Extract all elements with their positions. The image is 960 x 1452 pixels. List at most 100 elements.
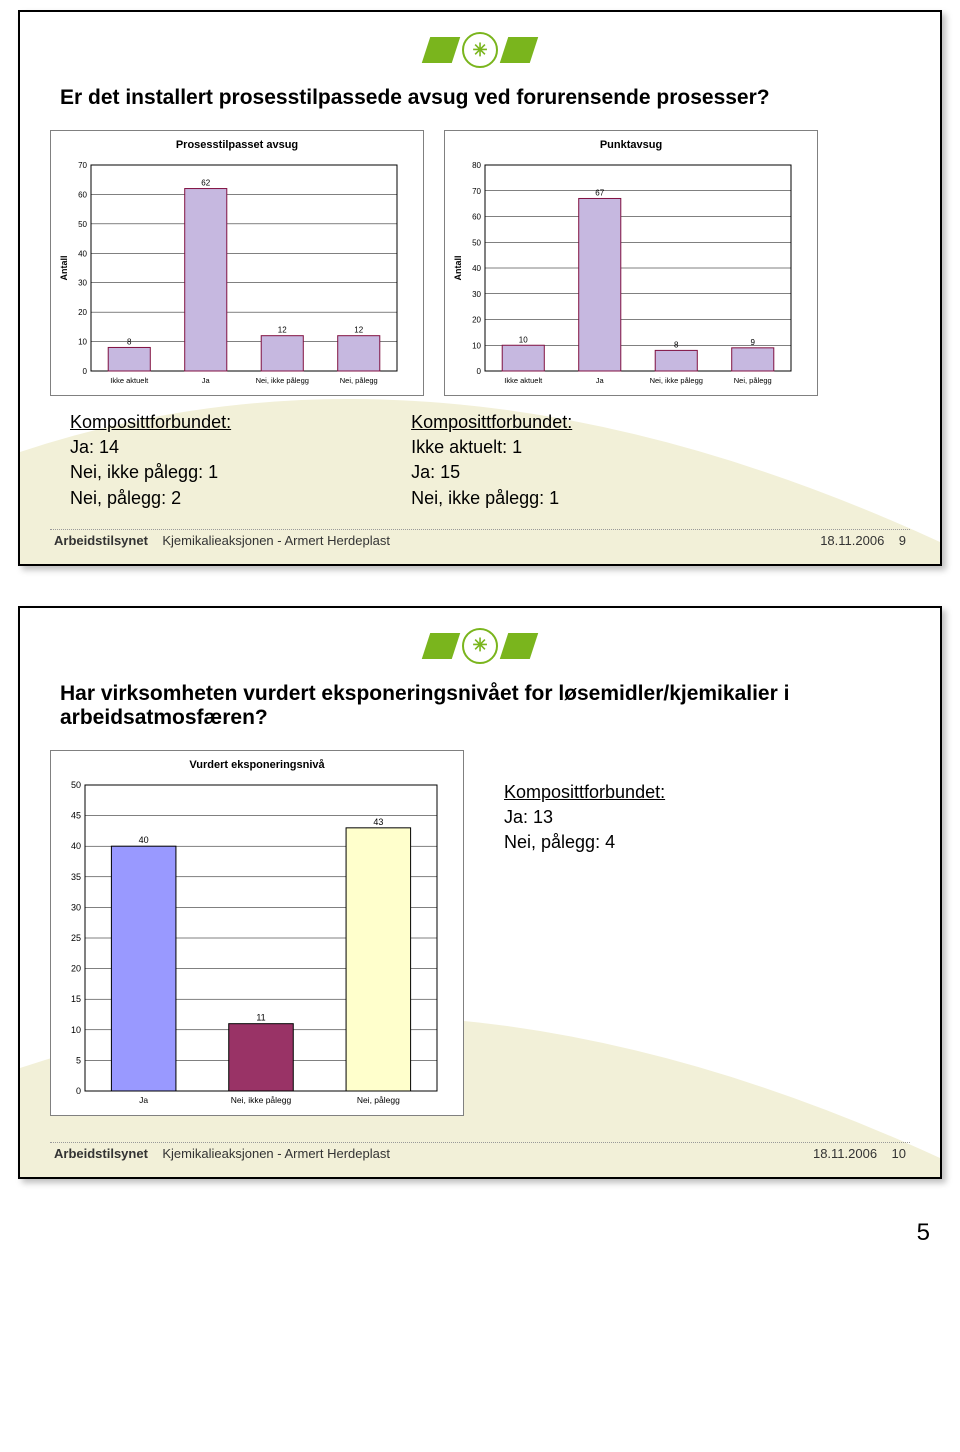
svg-text:8: 8 bbox=[674, 340, 679, 349]
legend-block-1: Komposittforbundet: Ja: 14 Nei, ikke pål… bbox=[70, 410, 231, 511]
svg-text:30: 30 bbox=[472, 290, 481, 299]
svg-text:20: 20 bbox=[472, 316, 481, 325]
chart-vurdert: Vurdert eksponeringsnivå 0 5 10 15 20 25 30 35 4… bbox=[50, 750, 464, 1116]
svg-text:0: 0 bbox=[83, 367, 88, 376]
svg-text:25: 25 bbox=[71, 933, 81, 943]
legend-heading: Komposittforbundet: bbox=[411, 412, 572, 432]
svg-text:Ikke aktuelt: Ikke aktuelt bbox=[110, 376, 149, 385]
svg-text:20: 20 bbox=[78, 308, 87, 317]
svg-text:40: 40 bbox=[472, 264, 481, 273]
footer-divider bbox=[50, 1142, 910, 1143]
slide-title: Har virksomheten vurdert eksponeringsniv… bbox=[60, 682, 910, 730]
chart-title: Vurdert eksponeringsnivå bbox=[57, 759, 457, 771]
svg-text:40: 40 bbox=[78, 249, 87, 258]
svg-text:Nei, pålegg: Nei, pålegg bbox=[340, 376, 378, 385]
svg-text:62: 62 bbox=[201, 179, 210, 188]
logo-circle-icon: ✳ bbox=[462, 628, 498, 664]
footer-divider bbox=[50, 529, 910, 530]
slide-footer: Arbeidstilsynet Kjemikalieaksjonen - Arm… bbox=[50, 533, 910, 554]
logo-bar: ✳ bbox=[50, 628, 910, 664]
svg-text:5: 5 bbox=[76, 1055, 81, 1065]
legend-heading: Komposittforbundet: bbox=[504, 782, 665, 802]
svg-text:Ikke aktuelt: Ikke aktuelt bbox=[504, 376, 543, 385]
svg-text:10: 10 bbox=[78, 338, 87, 347]
footer-slide-num: 9 bbox=[899, 533, 906, 548]
svg-text:Nei, pålegg: Nei, pålegg bbox=[357, 1095, 400, 1105]
legend-line: Ja: 14 bbox=[70, 437, 119, 457]
svg-text:70: 70 bbox=[472, 187, 481, 196]
footer-label: Arbeidstilsynet bbox=[54, 533, 148, 548]
svg-text:15: 15 bbox=[71, 994, 81, 1004]
svg-text:60: 60 bbox=[78, 190, 87, 199]
svg-text:Ja: Ja bbox=[596, 376, 605, 385]
svg-text:40: 40 bbox=[71, 841, 81, 851]
svg-text:12: 12 bbox=[278, 326, 287, 335]
footer-slide-num: 10 bbox=[892, 1146, 906, 1161]
chart-prosesstilpasset: Prosesstilpasset avsug 0 10 20 30 40 50 60 70 An… bbox=[50, 130, 424, 396]
legend-line: Nei, pålegg: 2 bbox=[70, 488, 181, 508]
svg-text:50: 50 bbox=[472, 238, 481, 247]
logo-circle-icon: ✳ bbox=[462, 32, 498, 68]
footer-label: Arbeidstilsynet bbox=[54, 1146, 148, 1161]
legend-line: Nei, pålegg: 4 bbox=[504, 832, 615, 852]
chart-title: Punktavsug bbox=[451, 139, 811, 151]
svg-text:0: 0 bbox=[477, 367, 482, 376]
svg-text:Ja: Ja bbox=[139, 1095, 148, 1105]
svg-text:12: 12 bbox=[354, 326, 363, 335]
footer-text: Kjemikalieaksjonen - Armert Herdeplast bbox=[162, 1146, 390, 1161]
logo-right-para bbox=[500, 37, 538, 63]
svg-text:Ja: Ja bbox=[202, 376, 211, 385]
svg-text:10: 10 bbox=[472, 341, 481, 350]
footer-text: Kjemikalieaksjonen - Armert Herdeplast bbox=[162, 533, 390, 548]
chart-svg: 0 5 10 15 20 25 30 35 40 45 50 40 Ja 11 Nei, ikke påle… bbox=[57, 779, 445, 1109]
svg-text:67: 67 bbox=[595, 188, 604, 197]
footer-date: 18.11.2006 bbox=[813, 1146, 877, 1161]
svg-text:50: 50 bbox=[78, 220, 87, 229]
svg-text:Antall: Antall bbox=[59, 255, 69, 280]
svg-text:30: 30 bbox=[78, 279, 87, 288]
svg-text:10: 10 bbox=[71, 1025, 81, 1035]
legend-line: Ja: 13 bbox=[504, 807, 553, 827]
svg-text:8: 8 bbox=[127, 337, 132, 346]
slide-title: Er det installert prosesstilpassede avsu… bbox=[60, 86, 910, 110]
legend-line: Nei, ikke pålegg: 1 bbox=[411, 488, 559, 508]
svg-text:43: 43 bbox=[373, 817, 383, 827]
chart-svg: 0 10 20 30 40 50 60 70 Antall 8 Ikke aktuelt 62 Ja 12… bbox=[57, 159, 405, 389]
legend-block-2: Komposittforbundet: Ikke aktuelt: 1 Ja: … bbox=[411, 410, 572, 511]
logo-right-para bbox=[500, 633, 538, 659]
slide-1: ✳ Er det installert prosesstilpassede av… bbox=[18, 10, 942, 566]
svg-text:35: 35 bbox=[71, 872, 81, 882]
svg-text:Nei, pålegg: Nei, pålegg bbox=[734, 376, 772, 385]
svg-text:45: 45 bbox=[71, 810, 81, 820]
legend-line: Ikke aktuelt: 1 bbox=[411, 437, 522, 457]
legend-line: Nei, ikke pålegg: 1 bbox=[70, 462, 218, 482]
svg-text:40: 40 bbox=[139, 835, 149, 845]
svg-text:0: 0 bbox=[76, 1086, 81, 1096]
chart-svg: 0 10 20 30 40 50 60 70 80 Antall 10 Ikke aktuelt 67 J… bbox=[451, 159, 799, 389]
svg-text:11: 11 bbox=[256, 1012, 265, 1022]
slide-2: ✳ Har virksomheten vurdert eksponeringsn… bbox=[18, 606, 942, 1179]
svg-text:30: 30 bbox=[71, 902, 81, 912]
svg-text:50: 50 bbox=[71, 780, 81, 790]
svg-text:Antall: Antall bbox=[453, 255, 463, 280]
svg-text:Nei, ikke pålegg: Nei, ikke pålegg bbox=[650, 376, 703, 385]
legend-block-3: Komposittforbundet: Ja: 13 Nei, pålegg: … bbox=[504, 780, 665, 1116]
svg-text:60: 60 bbox=[472, 213, 481, 222]
svg-text:10: 10 bbox=[519, 335, 528, 344]
page-number: 5 bbox=[0, 1219, 960, 1257]
svg-text:20: 20 bbox=[71, 963, 81, 973]
footer-date: 18.11.2006 bbox=[820, 533, 884, 548]
slide-footer: Arbeidstilsynet Kjemikalieaksjonen - Arm… bbox=[50, 1146, 910, 1167]
logo-left-para bbox=[422, 37, 460, 63]
legend-heading: Komposittforbundet: bbox=[70, 412, 231, 432]
chart-punktavsug: Punktavsug 0 10 20 30 40 50 60 70 80 Antall 10 Ikke… bbox=[444, 130, 818, 396]
svg-text:Nei, ikke pålegg: Nei, ikke pålegg bbox=[231, 1095, 292, 1105]
logo-bar: ✳ bbox=[50, 32, 910, 68]
logo-left-para bbox=[422, 633, 460, 659]
svg-text:9: 9 bbox=[751, 338, 756, 347]
chart-title: Prosesstilpasset avsug bbox=[57, 139, 417, 151]
svg-text:Nei, ikke pålegg: Nei, ikke pålegg bbox=[256, 376, 309, 385]
legend-line: Ja: 15 bbox=[411, 462, 460, 482]
svg-text:70: 70 bbox=[78, 161, 87, 170]
svg-text:80: 80 bbox=[472, 161, 481, 170]
